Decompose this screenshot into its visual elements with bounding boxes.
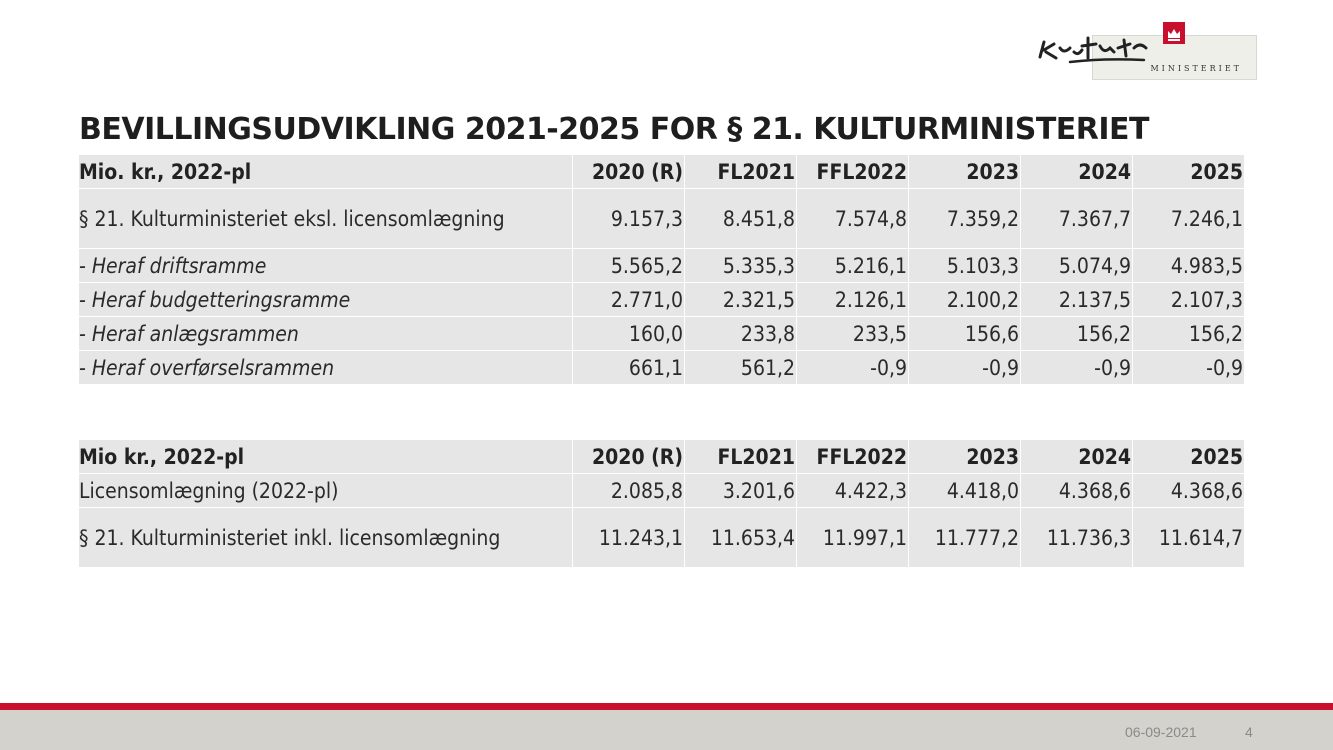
cell-value: 7.359,2: [909, 189, 1021, 249]
cell-value: 11.653,4: [685, 508, 797, 568]
cell-value: 8.451,8: [685, 189, 797, 249]
row-label: - Heraf budgetteringsramme: [79, 283, 573, 317]
header-2025: 2025: [1133, 440, 1245, 474]
row-label: § 21. Kulturministeriet eksl. licensomlæ…: [79, 189, 573, 249]
cell-value: 4.983,5: [1133, 249, 1245, 283]
page-title: BEVILLINGSUDVIKLING 2021-2025 FOR § 21. …: [79, 112, 1150, 147]
cell-value: 156,6: [909, 317, 1021, 351]
footer-accent-line: [0, 703, 1333, 710]
cell-value: 2.107,3: [1133, 283, 1245, 317]
cell-value: -0,9: [1021, 351, 1133, 385]
cell-value: 11.736,3: [1021, 508, 1133, 568]
cell-value: 5.074,9: [1021, 249, 1133, 283]
row-label: - Heraf driftsramme: [79, 249, 573, 283]
header-2024: 2024: [1021, 440, 1133, 474]
cell-value: 5.335,3: [685, 249, 797, 283]
cell-value: 160,0: [573, 317, 685, 351]
cell-value: 4.368,6: [1133, 474, 1245, 508]
header-ffl2022: FFL2022: [797, 440, 909, 474]
header-ffl2022: FFL2022: [797, 155, 909, 189]
cell-value: 156,2: [1133, 317, 1245, 351]
cell-value: 4.368,6: [1021, 474, 1133, 508]
cell-value: 2.771,0: [573, 283, 685, 317]
table-row: Licensomlægning (2022-pl) 2.085,8 3.201,…: [79, 474, 1245, 508]
table-row: - Heraf driftsramme 5.565,2 5.335,3 5.21…: [79, 249, 1245, 283]
cell-value: 7.367,7: [1021, 189, 1133, 249]
header-unit: Mio. kr., 2022-pl: [79, 155, 573, 189]
header-2023: 2023: [909, 440, 1021, 474]
header-fl2021: FL2021: [685, 155, 797, 189]
cell-value: 4.418,0: [909, 474, 1021, 508]
cell-value: 5.216,1: [797, 249, 909, 283]
cell-value: 11.614,7: [1133, 508, 1245, 568]
cell-value: 11.243,1: [573, 508, 685, 568]
cell-value: -0,9: [909, 351, 1021, 385]
appropriations-table-incl-license: Mio kr., 2022-pl 2020 (R) FL2021 FFL2022…: [79, 440, 1245, 568]
cell-value: -0,9: [797, 351, 909, 385]
appropriations-table-excl-license: Mio. kr., 2022-pl 2020 (R) FL2021 FFL202…: [79, 155, 1245, 385]
row-label: Licensomlægning (2022-pl): [79, 474, 573, 508]
table-row: - Heraf budgetteringsramme 2.771,0 2.321…: [79, 283, 1245, 317]
table-header-row: Mio. kr., 2022-pl 2020 (R) FL2021 FFL202…: [79, 155, 1245, 189]
cell-value: 2.137,5: [1021, 283, 1133, 317]
logo-box-text: MINISTERIET: [1150, 64, 1242, 73]
cell-value: 4.422,3: [797, 474, 909, 508]
table-row: - Heraf anlægsrammen 160,0 233,8 233,5 1…: [79, 317, 1245, 351]
cell-value: 5.565,2: [573, 249, 685, 283]
cell-value: 11.777,2: [909, 508, 1021, 568]
cell-value: 2.126,1: [797, 283, 909, 317]
footer-band: [0, 710, 1333, 750]
table-row: § 21. Kulturministeriet eksl. licensomlæ…: [79, 189, 1245, 249]
table-row: § 21. Kulturministeriet inkl. licensomlæ…: [79, 508, 1245, 568]
cell-value: 2.100,2: [909, 283, 1021, 317]
page-number: 4: [1245, 724, 1253, 740]
cell-value: 5.103,3: [909, 249, 1021, 283]
table-row: - Heraf overførselsrammen 661,1 561,2 -0…: [79, 351, 1245, 385]
header-2020r: 2020 (R): [573, 440, 685, 474]
cell-value: -0,9: [1133, 351, 1245, 385]
cell-value: 2.321,5: [685, 283, 797, 317]
cell-value: 661,1: [573, 351, 685, 385]
row-label: § 21. Kulturministeriet inkl. licensomlæ…: [79, 508, 573, 568]
cell-value: 233,8: [685, 317, 797, 351]
cell-value: 2.085,8: [573, 474, 685, 508]
table-header-row: Mio kr., 2022-pl 2020 (R) FL2021 FFL2022…: [79, 440, 1245, 474]
kulturministeriet-logo: MINISTERIET: [1034, 22, 1257, 80]
header-fl2021: FL2021: [685, 440, 797, 474]
footer-date: 06-09-2021: [1125, 724, 1197, 740]
cell-value: 7.574,8: [797, 189, 909, 249]
header-2025: 2025: [1133, 155, 1245, 189]
header-2023: 2023: [909, 155, 1021, 189]
cell-value: 9.157,3: [573, 189, 685, 249]
cell-value: 561,2: [685, 351, 797, 385]
header-unit: Mio kr., 2022-pl: [79, 440, 573, 474]
header-2024: 2024: [1021, 155, 1133, 189]
cell-value: 3.201,6: [685, 474, 797, 508]
crown-icon: [1163, 22, 1185, 44]
cell-value: 233,5: [797, 317, 909, 351]
logo-signature-icon: [1038, 36, 1148, 64]
row-label: - Heraf overførselsrammen: [79, 351, 573, 385]
cell-value: 156,2: [1021, 317, 1133, 351]
cell-value: 7.246,1: [1133, 189, 1245, 249]
cell-value: 11.997,1: [797, 508, 909, 568]
header-2020r: 2020 (R): [573, 155, 685, 189]
row-label: - Heraf anlægsrammen: [79, 317, 573, 351]
